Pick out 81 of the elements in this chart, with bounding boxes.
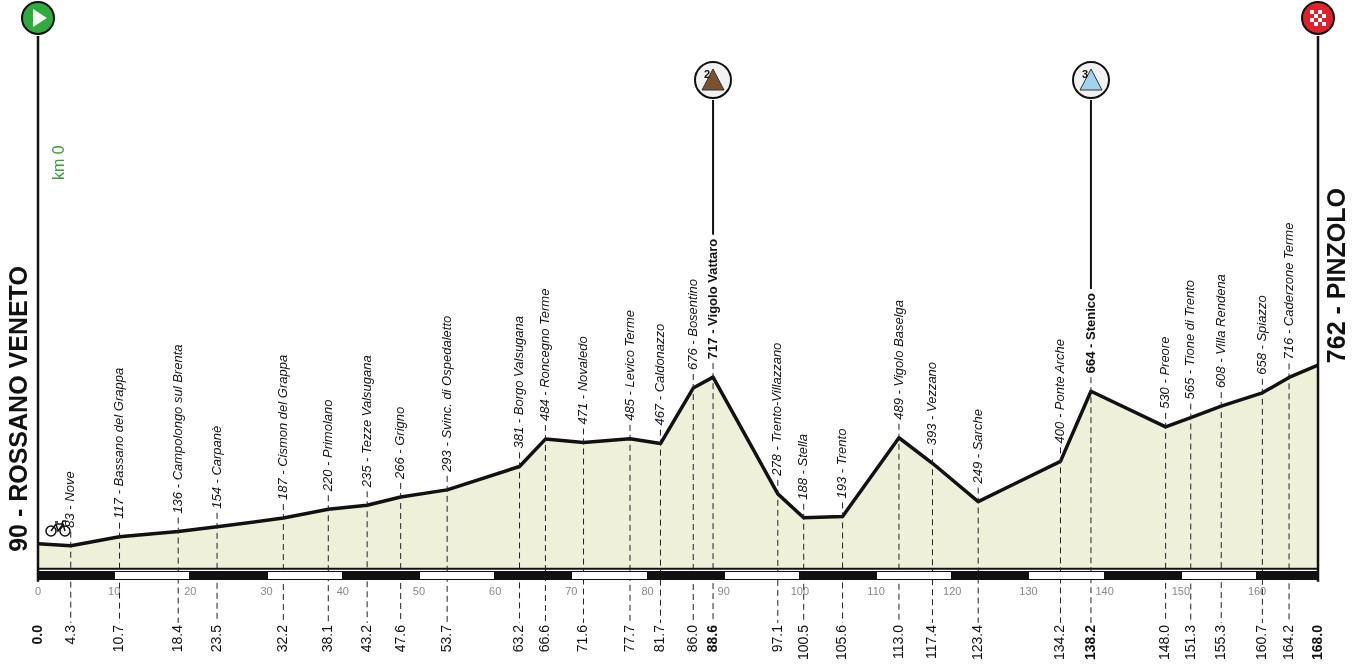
x-tick-label: 32.2 [274,624,291,653]
x-tick-label: 47.6 [391,624,408,653]
data-label: 187 - Cismon del Grappa [274,354,290,501]
annotation: km 0 [50,145,68,180]
x-tick-label: 97.1 [768,624,785,653]
annotation: 2 [703,68,712,80]
x2-tick-label: 10 [108,585,121,598]
data-label: 278 - Trento-Villazzano [769,342,785,477]
x-tick-label: 53.7 [438,624,454,653]
x-tick-label: 63.2 [510,624,527,653]
x2-tick-label: 120 [943,585,962,598]
data-label: 658 - Spiazzo [1253,295,1269,375]
annotation: 3 [1080,68,1089,80]
data-label: 220 - Primolano [319,399,335,493]
x-tick-label: 155.3 [1212,624,1229,661]
data-label: 489 - Vigolo Baselga [890,300,906,420]
x2-tick-label: 50 [412,585,426,598]
data-label: 485 - Levico Terme [621,310,637,421]
data-label: 484 - Roncegno Terme [537,288,553,422]
x-tick-label: 105.6 [833,624,850,661]
data-label: 249 - Sarche [969,409,985,485]
x-tick-label: 66.6 [536,624,553,653]
data-label: 117 - Bassano del Grappa [111,367,127,519]
x-tick-label: 117.4 [923,624,940,659]
data-label: 565 - Tione di Trento [1182,279,1198,400]
x-tick-label: 168.0 [1308,624,1325,661]
data-label: 90 - ROSSANO VENETO [3,266,32,552]
x-tick-label: 81.7 [651,624,668,653]
x-tick-label: 77.7 [620,624,637,653]
x-tick-label: 86.0 [684,624,701,653]
data-label: 717 - Vigolo Vattaro [704,238,720,360]
x-tick-label: 4.3 [61,624,78,645]
x2-tick-label: 70 [565,585,578,598]
data-label: 188 - Stella [795,434,811,500]
data-label: 136 - Campolongo sul Brenta [169,344,185,514]
x-tick-label: 88.6 [703,624,720,653]
x-tick-label: 160.7 [1253,624,1270,661]
data-label: 381 - Borgo Valsugana [511,315,527,449]
x2-tick-label: 90 [717,585,730,598]
x-tick-label: 23.5 [207,624,224,653]
x-tick-label: 113.0 [889,624,906,659]
x2-tick-label: 0 [34,585,42,598]
data-label: 266 - Grigno [392,406,408,481]
data-label: 235 - Tezze Valsugana [358,355,374,489]
data-label: 716 - Caderzone Terme [1280,222,1296,360]
x2-tick-label: 100 [790,585,810,598]
x-tick-label: 134.2 [1051,624,1068,661]
data-label: 193 - Trento [834,428,850,499]
data-label: 393 - Vezzano [924,361,940,446]
x2-tick-label: 130 [1019,585,1038,598]
data-label: 608 - Villa Rendena [1212,274,1228,389]
x-tick-label: 148.0 [1156,624,1173,661]
x2-tick-label: 80 [641,585,654,598]
data-label: 676 - Bosentino [684,278,700,371]
x2-tick-label: 30 [260,585,273,598]
data-label: 467 - Caldonazzo [652,323,668,426]
x2-tick-label: 150 [1171,585,1191,598]
data-label: 83 - Nove [62,471,78,528]
data-label: 471 - Novaledo [575,336,591,425]
x-tick-label: 71.6 [574,624,591,653]
data-label: 154 - Carpanè [208,425,224,509]
x-tick-label: 18.4 [169,624,186,653]
x2-tick-label: 60 [489,585,502,598]
data-label: 400 - Ponte Arche [1052,339,1068,444]
data-label: 530 - Preore [1157,336,1173,409]
x-tick-label: 138.2 [1081,624,1098,661]
data-label: 293 - Svinc. di Ospedaletto [438,315,454,473]
x-tick-label: 151.3 [1181,624,1198,661]
data-label: 664 - Stenico [1082,292,1098,374]
x-tick-label: 123.4 [969,624,986,661]
x2-tick-label: 20 [184,585,197,598]
x-tick-label: 0.0 [28,624,45,645]
x2-tick-label: 140 [1095,585,1114,598]
data-label: 762 - PINZOLO [1321,188,1350,364]
x2-tick-label: 40 [336,585,349,598]
x-tick-label: 43.2 [358,624,374,653]
x-tick-label: 38.1 [319,624,336,653]
x-tick-label: 164.2 [1279,624,1296,661]
x-tick-label: 100.5 [794,624,811,661]
x2-tick-label: 110 [867,585,885,598]
x-tick-label: 10.7 [110,624,127,653]
